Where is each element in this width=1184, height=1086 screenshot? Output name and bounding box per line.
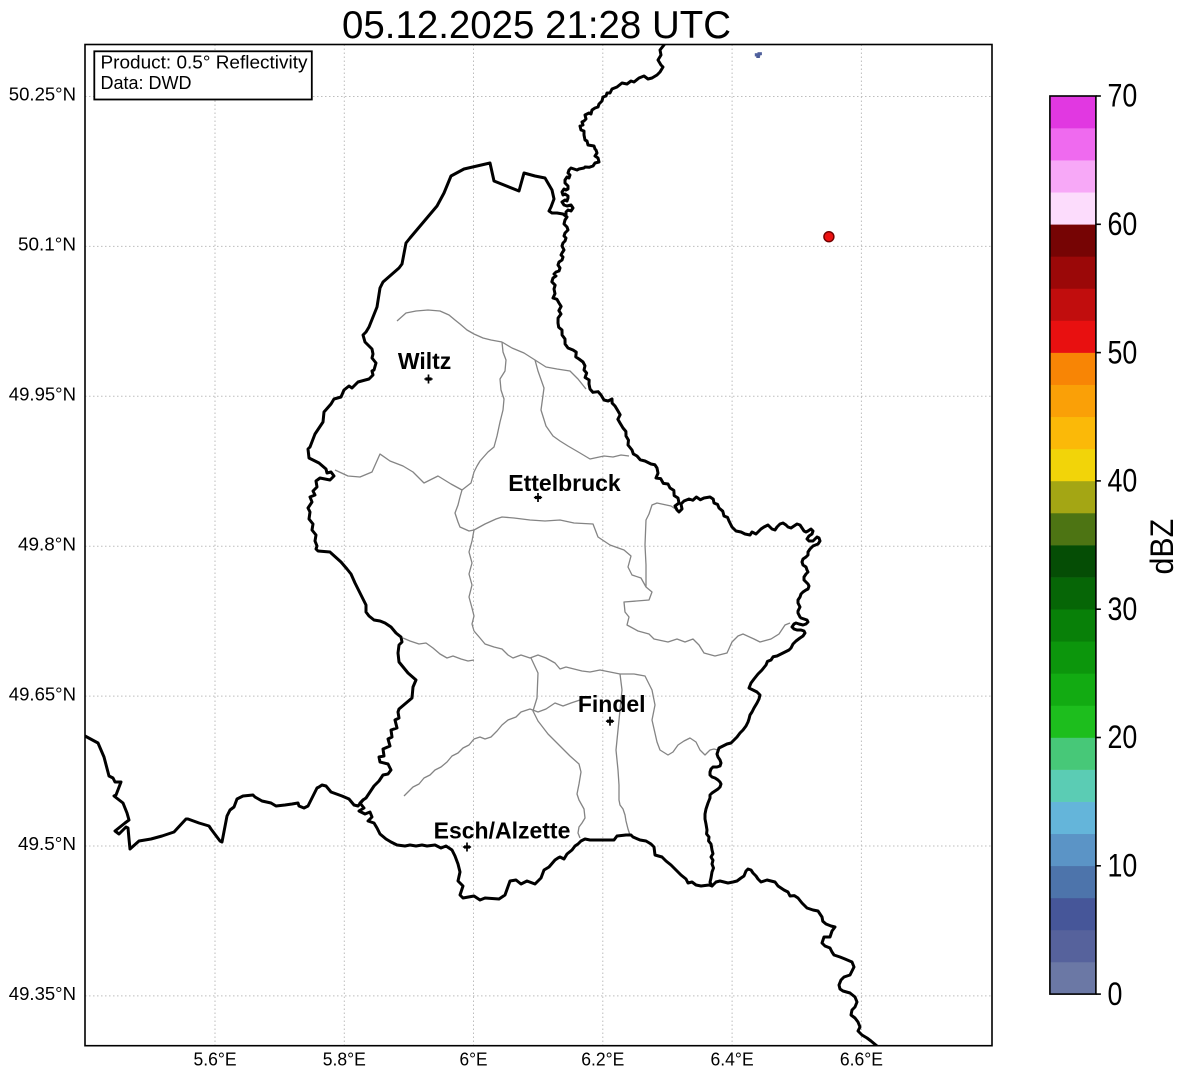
svg-text:Wiltz: Wiltz: [398, 348, 451, 374]
svg-text:Ettelbruck: Ettelbruck: [508, 470, 621, 496]
svg-text:49.8°N: 49.8°N: [18, 534, 76, 554]
svg-text:10: 10: [1108, 848, 1138, 884]
svg-text:60: 60: [1108, 206, 1138, 242]
svg-text:5.8°E: 5.8°E: [323, 1050, 366, 1070]
svg-text:Data: DWD: Data: DWD: [101, 73, 192, 93]
svg-text:49.35°N: 49.35°N: [9, 984, 76, 1004]
svg-text:05.12.2025 21:28 UTC: 05.12.2025 21:28 UTC: [342, 4, 731, 47]
svg-text:6.2°E: 6.2°E: [581, 1050, 624, 1070]
svg-text:Product: 0.5° Reflectivity: Product: 0.5° Reflectivity: [101, 53, 308, 73]
svg-text:49.95°N: 49.95°N: [9, 385, 76, 405]
svg-text:6°E: 6°E: [460, 1050, 488, 1070]
svg-text:50: 50: [1108, 334, 1138, 370]
svg-text:70: 70: [1108, 78, 1138, 114]
svg-text:Esch/Alzette: Esch/Alzette: [434, 818, 571, 844]
svg-text:Findel: Findel: [578, 691, 646, 717]
svg-text:49.65°N: 49.65°N: [9, 684, 76, 704]
svg-text:5.6°E: 5.6°E: [193, 1050, 236, 1070]
svg-text:6.6°E: 6.6°E: [840, 1050, 883, 1070]
svg-text:40: 40: [1108, 463, 1138, 499]
svg-text:20: 20: [1108, 719, 1138, 755]
svg-text:30: 30: [1108, 591, 1138, 627]
svg-text:dBZ: dBZ: [1144, 519, 1180, 575]
svg-text:50.25°N: 50.25°N: [9, 85, 76, 105]
svg-text:50.1°N: 50.1°N: [18, 235, 76, 255]
svg-text:49.5°N: 49.5°N: [18, 834, 76, 854]
svg-text:0: 0: [1108, 976, 1123, 1012]
svg-text:6.4°E: 6.4°E: [711, 1050, 754, 1070]
